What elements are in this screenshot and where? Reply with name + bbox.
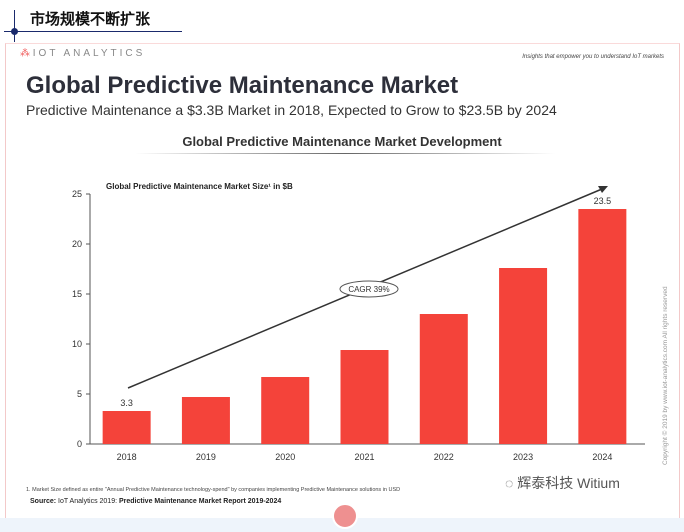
watermark: ◌ 辉泰科技 Witium [505, 473, 620, 493]
y-tick-label: 10 [72, 339, 82, 349]
tagline: Insights that empower you to understand … [522, 54, 664, 60]
source-text: IoT Analytics 2019: [58, 498, 118, 505]
footnote: 1. Market Size defined as entire "Annual… [26, 487, 401, 493]
x-tick-label: 2021 [354, 452, 374, 462]
x-tick-label: 2020 [275, 452, 295, 462]
data-label: 23.5 [594, 196, 612, 206]
y-tick-label: 0 [77, 439, 82, 449]
data-label: 3.3 [120, 398, 133, 408]
x-tick-label: 2022 [434, 452, 454, 462]
bar-2018 [102, 411, 151, 444]
header-dot [11, 28, 18, 35]
source-report: Predictive Maintenance Market Report 201… [119, 498, 282, 505]
cagr-label: CAGR 39% [348, 285, 389, 294]
cagr-ellipse [339, 280, 399, 298]
x-tick-label: 2018 [117, 452, 137, 462]
copyright: Copyright © 2019 by www.iot-analytics.co… [662, 286, 669, 465]
chart-title: Global Predictive Maintenance Market Dev… [182, 134, 502, 149]
x-tick-label: 2019 [196, 452, 216, 462]
header-underline [4, 31, 182, 32]
x-tick-label: 2024 [592, 452, 612, 462]
watermark-text: 辉泰科技 Witium [517, 475, 620, 491]
bar-2022 [419, 314, 468, 444]
y-tick-label: 5 [77, 389, 82, 399]
pink-circle-marker [332, 503, 358, 529]
bar-2019 [181, 397, 230, 444]
bar-2020 [261, 377, 310, 444]
source-line: Source: IoT Analytics 2019: Predictive M… [30, 498, 281, 505]
y-tick-label: 20 [72, 239, 82, 249]
y-tick-label: 15 [72, 289, 82, 299]
y-tick-label: 25 [72, 189, 82, 199]
source-label: Source: [30, 498, 57, 505]
slide-title: Global Predictive Maintenance Market [26, 72, 459, 99]
cagr-arrow-head [598, 186, 608, 193]
bar-2023 [499, 268, 548, 444]
logo-icon: ⁂ [20, 48, 33, 59]
wechat-icon: ◌ [505, 475, 518, 491]
chart-title-underline [135, 153, 555, 154]
section-title: 市场规模不断扩张 [30, 10, 151, 28]
x-tick-label: 2023 [513, 452, 533, 462]
y-axis-title: Global Predictive Maintenance Market Siz… [106, 182, 293, 191]
logo-text: IOT ANALYTICS [32, 48, 146, 59]
bar-2024 [578, 209, 627, 444]
iot-analytics-logo: ⁂ IOT ANALYTICS [20, 48, 145, 59]
header-vline [14, 10, 15, 42]
slide-subtitle: Predictive Maintenance a $3.3B Market in… [26, 102, 557, 118]
bar-2021 [340, 350, 389, 444]
